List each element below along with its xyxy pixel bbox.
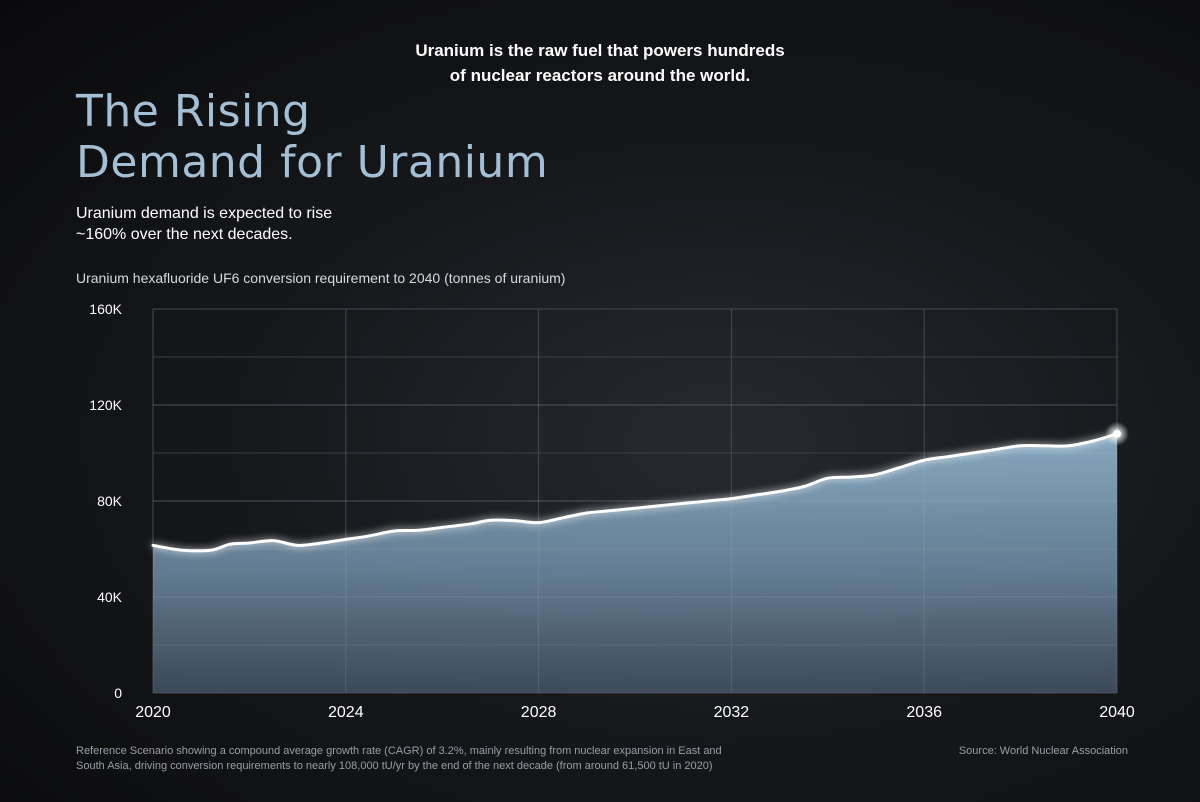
end-point — [1113, 429, 1121, 438]
y-tick-label: 160K — [89, 301, 122, 317]
chart-title: Uranium hexafluoride UF6 conversion requ… — [76, 270, 566, 286]
y-tick-label: 120K — [89, 397, 122, 413]
intro-line-1: Uranium is the raw fuel that powers hund… — [415, 41, 785, 60]
x-tick-label: 2028 — [521, 704, 557, 721]
page-title-line-2: Demand for Uranium — [76, 137, 549, 188]
intro-line-2: of nuclear reactors around the world. — [449, 66, 751, 85]
footnote-line-1: Reference Scenario showing a compound av… — [76, 745, 722, 757]
page-title: The Rising Demand for Uranium — [76, 86, 548, 188]
subtitle: Uranium demand is expected to rise ~160%… — [76, 203, 332, 245]
x-tick-label: 2024 — [328, 704, 364, 721]
intro-text: Uranium is the raw fuel that powers hund… — [0, 38, 1200, 88]
y-tick-label: 80K — [97, 493, 123, 509]
subtitle-line-1: Uranium demand is expected to rise — [76, 205, 333, 222]
page-title-line-1: The Rising — [76, 86, 311, 137]
series-line — [151, 432, 1119, 553]
y-tick-label: 40K — [97, 589, 123, 605]
y-tick-label: 0 — [114, 685, 122, 701]
x-tick-label: 2020 — [135, 704, 171, 721]
subtitle-line-2: ~160% over the next decades. — [76, 226, 293, 243]
area-fill — [153, 433, 1117, 693]
x-tick-label: 2040 — [1099, 704, 1135, 721]
footnote: Reference Scenario showing a compound av… — [76, 744, 722, 774]
source-note: Source: World Nuclear Association — [958, 745, 1128, 757]
x-tick-label: 2036 — [906, 704, 942, 721]
footnote-line-2: South Asia, driving conversion requireme… — [76, 760, 713, 772]
x-tick-label: 2032 — [714, 704, 750, 721]
